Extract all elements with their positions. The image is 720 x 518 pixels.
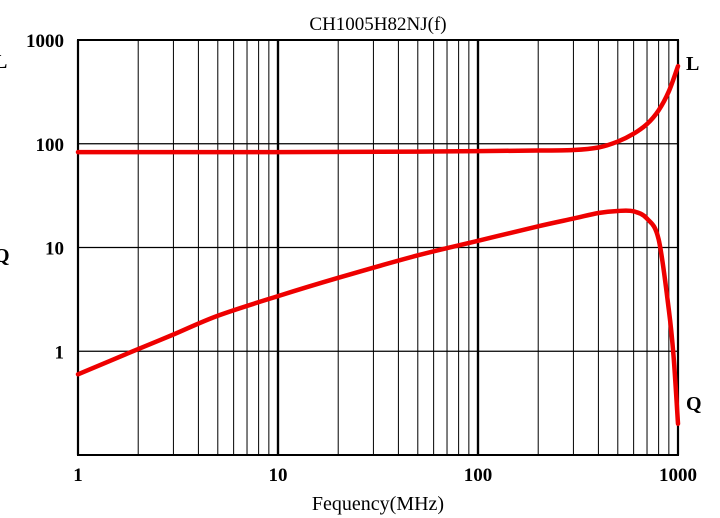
plot-frame [77, 39, 679, 456]
series-line-l [75, 63, 681, 155]
y-tick-label: 1000 [26, 31, 64, 52]
x-tick-label: 1000 [659, 465, 697, 486]
series-label-q: Q [686, 393, 702, 415]
tick-labels: 1 10 100 1000 1 10 100 1000 [26, 31, 697, 486]
series-label-l: L [686, 53, 699, 75]
x-tick-label: 1 [73, 465, 83, 486]
y-axis-label-l: L [0, 51, 7, 73]
y-tick-label: 10 [45, 239, 64, 260]
y-axis-label-q: Q [0, 245, 10, 267]
series-layer [75, 63, 681, 427]
chart-title: CH1005H82NJ(f) [309, 14, 446, 35]
x-tick-label: 10 [269, 465, 288, 486]
series-line-q [75, 208, 681, 427]
y-tick-label: 1 [55, 342, 65, 363]
y-tick-label: 100 [36, 135, 65, 156]
grid [76, 39, 680, 455]
x-tick-label: 100 [464, 465, 493, 486]
x-axis-label: Fequency(MHz) [312, 493, 444, 515]
